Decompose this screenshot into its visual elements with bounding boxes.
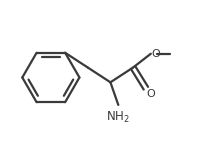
Text: O: O bbox=[147, 89, 156, 99]
Text: NH$_2$: NH$_2$ bbox=[106, 110, 130, 125]
Text: O: O bbox=[152, 49, 160, 59]
